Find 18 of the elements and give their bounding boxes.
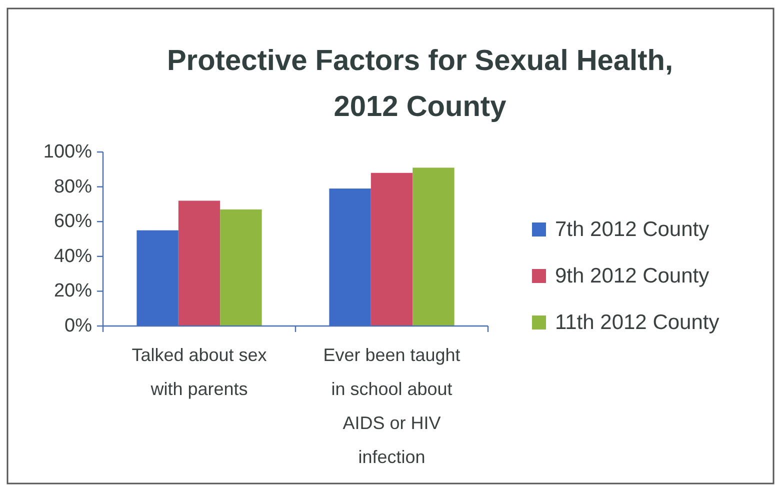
x-tick-label: Talked about sex with parents (132, 345, 267, 399)
legend-label: 9th 2012 County (555, 264, 710, 288)
legend-label: 11th 2012 County (555, 311, 720, 334)
y-tick-label: 80% (54, 176, 92, 198)
y-tick-label: 100% (43, 142, 92, 162)
bar (370, 172, 413, 326)
y-tick-label: 40% (54, 246, 92, 267)
bar (220, 209, 262, 326)
chart-title: Protective Factors for Sexual Health, 2012 County (166, 45, 674, 123)
bar (329, 188, 371, 326)
bar (178, 200, 220, 326)
legend-label: 7th 2012 County (555, 218, 710, 241)
x-tick-label: Ever been taught in school about AIDS or HIV infection (323, 345, 460, 467)
bar (136, 230, 178, 326)
y-tick-label: 60% (54, 211, 92, 232)
bar (412, 168, 454, 326)
y-tick-label: 20% (54, 280, 92, 302)
y-tick-label: 0% (64, 316, 92, 336)
